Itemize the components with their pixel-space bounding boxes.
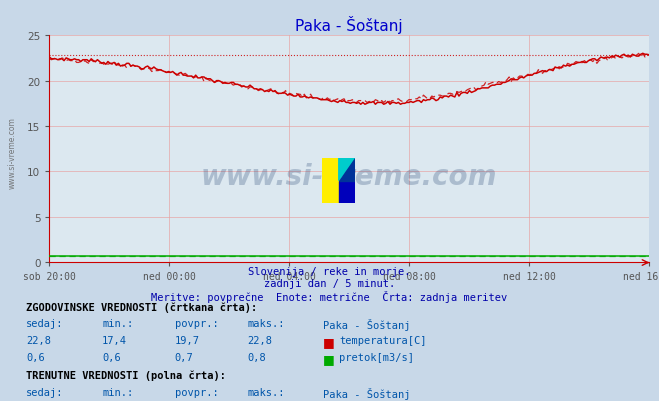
Title: Paka - Šoštanj: Paka - Šoštanj: [295, 16, 403, 34]
Text: 0,6: 0,6: [26, 352, 45, 362]
Text: ■: ■: [323, 335, 335, 348]
Text: 22,8: 22,8: [26, 335, 51, 345]
Text: 0,6: 0,6: [102, 352, 121, 362]
Text: www.si-vreme.com: www.si-vreme.com: [201, 162, 498, 190]
Text: 19,7: 19,7: [175, 335, 200, 345]
Text: ■: ■: [323, 352, 335, 365]
Text: sedaj:: sedaj:: [26, 318, 64, 328]
Text: 17,4: 17,4: [102, 335, 127, 345]
Text: 0,8: 0,8: [247, 352, 266, 362]
Text: 0,7: 0,7: [175, 352, 193, 362]
Text: TRENUTNE VREDNOSTI (polna črta):: TRENUTNE VREDNOSTI (polna črta):: [26, 370, 226, 380]
Text: sedaj:: sedaj:: [26, 387, 64, 397]
Text: maks.:: maks.:: [247, 318, 285, 328]
Text: www.si-vreme.com: www.si-vreme.com: [8, 117, 17, 188]
Text: maks.:: maks.:: [247, 387, 285, 397]
Text: povpr.:: povpr.:: [175, 318, 218, 328]
Text: min.:: min.:: [102, 318, 133, 328]
Text: 22,8: 22,8: [247, 335, 272, 345]
Text: temperatura[C]: temperatura[C]: [339, 335, 427, 345]
Text: Paka - Šoštanj: Paka - Šoštanj: [323, 387, 411, 399]
Text: Meritve: povprečne  Enote: metrične  Črta: zadnja meritev: Meritve: povprečne Enote: metrične Črta:…: [152, 291, 507, 303]
Text: povpr.:: povpr.:: [175, 387, 218, 397]
Text: ZGODOVINSKE VREDNOSTI (črtkana črta):: ZGODOVINSKE VREDNOSTI (črtkana črta):: [26, 302, 258, 312]
Text: pretok[m3/s]: pretok[m3/s]: [339, 352, 415, 362]
Text: min.:: min.:: [102, 387, 133, 397]
Text: Paka - Šoštanj: Paka - Šoštanj: [323, 318, 411, 330]
Text: zadnji dan / 5 minut.: zadnji dan / 5 minut.: [264, 279, 395, 289]
Text: Slovenija / reke in morje.: Slovenija / reke in morje.: [248, 267, 411, 277]
